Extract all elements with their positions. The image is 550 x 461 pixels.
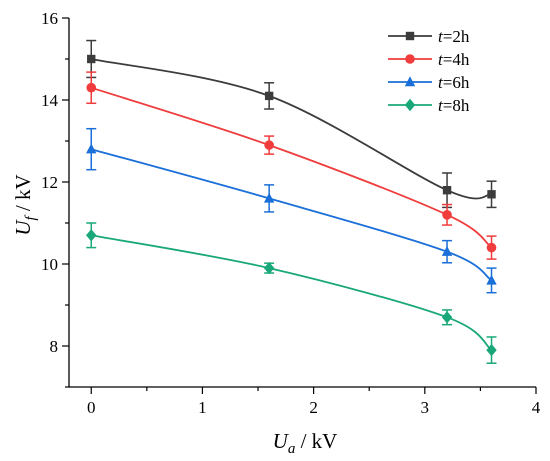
series-1 xyxy=(86,39,497,209)
x-tick-label: 4 xyxy=(532,398,541,417)
data-point xyxy=(486,274,497,285)
legend-marker xyxy=(405,31,415,41)
series-4 xyxy=(86,222,497,364)
x-tick-label: 1 xyxy=(198,398,207,417)
data-point xyxy=(441,311,453,324)
x-tick-label: 0 xyxy=(87,398,96,417)
data-point xyxy=(87,54,96,64)
series-line xyxy=(90,148,493,282)
legend-label: t=8h xyxy=(438,96,470,115)
legend-item: t=4h xyxy=(388,50,470,69)
legend: t=2h t=4h t=6h t=8h xyxy=(388,27,470,115)
legend-label: t=6h xyxy=(438,73,470,92)
data-point xyxy=(264,140,274,150)
data-point xyxy=(86,229,97,242)
data-point xyxy=(263,192,275,203)
y-tick-label: 14 xyxy=(41,91,59,110)
data-point xyxy=(264,91,274,101)
data-point xyxy=(263,261,275,275)
data-point xyxy=(486,242,497,253)
legend-marker xyxy=(405,54,415,64)
legend-marker xyxy=(404,76,416,87)
legend-marker xyxy=(404,98,416,112)
x-axis-title: Ua / kV xyxy=(273,429,338,457)
series-3 xyxy=(86,127,497,294)
data-point xyxy=(86,82,97,93)
data-point xyxy=(487,190,496,199)
data-point xyxy=(486,343,497,357)
data-point xyxy=(86,143,97,154)
legend-label: t=4h xyxy=(438,50,470,69)
y-tick-label: 12 xyxy=(41,173,58,192)
x-tick-label: 2 xyxy=(309,398,318,417)
series-layer xyxy=(86,39,497,364)
y-axis-title: Uf / kV xyxy=(11,174,39,235)
legend-label: t=2h xyxy=(438,27,470,46)
y-tick-label: 10 xyxy=(41,255,58,274)
data-point xyxy=(441,246,453,256)
legend-item: t=6h xyxy=(388,73,470,92)
series-line xyxy=(90,86,493,249)
x-tick-label: 3 xyxy=(421,398,430,417)
legend-item: t=2h xyxy=(388,27,470,46)
data-point xyxy=(442,186,452,195)
y-tick-label: 8 xyxy=(50,337,59,356)
series-line xyxy=(91,234,493,351)
data-point xyxy=(442,210,452,220)
legend-item: t=8h xyxy=(388,96,470,115)
y-tick-label: 16 xyxy=(41,9,58,28)
series-line xyxy=(91,58,492,200)
series-2 xyxy=(86,71,497,260)
